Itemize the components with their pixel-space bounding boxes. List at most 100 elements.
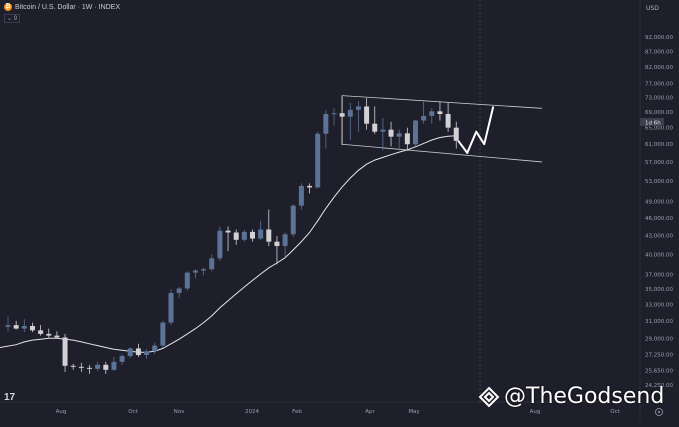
candle-body — [192, 270, 198, 273]
x-tick-label: Nov — [174, 409, 185, 415]
y-tick-label: 49,000.00 — [645, 199, 673, 205]
candle-body — [201, 269, 207, 271]
projection-line — [457, 106, 495, 154]
candle-body — [437, 111, 443, 114]
x-tick-label: May — [408, 409, 420, 415]
candle-body — [323, 113, 329, 134]
candle-body — [453, 127, 459, 141]
y-tick-label: 24,250.00 — [645, 383, 673, 389]
candle-body — [347, 109, 353, 117]
y-tick-label: 31,000.00 — [645, 319, 673, 325]
y-tick-label: 77,000.00 — [645, 81, 673, 87]
indicator-toggle[interactable]: ⌄ 9 — [4, 14, 21, 23]
candle-body — [29, 326, 35, 331]
candle-body — [70, 365, 76, 367]
candle-body — [429, 111, 435, 116]
candle-body — [355, 106, 361, 110]
y-tick-label: 61,000.00 — [645, 142, 673, 148]
currency-label: USD — [646, 5, 659, 12]
candle-body — [404, 133, 410, 145]
candle-body — [396, 133, 402, 137]
candle-body — [421, 115, 427, 121]
y-axis: 92,000.00 87,000.00 82,000.00 77,000.00 73,0… — [645, 35, 673, 389]
watermark: @TheGodsend — [478, 384, 664, 409]
candle-body — [54, 335, 60, 338]
candle-body — [388, 129, 394, 137]
y-tick-label: 53,000.00 — [645, 179, 673, 185]
candle-body — [119, 355, 125, 362]
chart-header: ₿ Bitcoin / U.S. Dollar · 1W · INDEX — [4, 3, 120, 11]
candle-body — [225, 230, 231, 233]
tradingview-logo-icon[interactable]: 17 — [4, 392, 16, 403]
y-tick-label: 43,000.00 — [645, 234, 673, 240]
settings-icon[interactable] — [655, 408, 663, 416]
chart-title: Bitcoin / U.S. Dollar · 1W · INDEX — [15, 3, 121, 11]
candle-body — [290, 205, 296, 235]
candle-body — [5, 325, 11, 327]
candle-body — [258, 229, 264, 239]
y-tick-label: 35,000.00 — [645, 287, 673, 293]
y-tick-label: 65,000.00 — [645, 126, 673, 132]
candle-body — [233, 232, 239, 240]
candles — [5, 95, 459, 374]
y-tick-label: 40,000.00 — [645, 252, 673, 258]
y-tick-label: 25,650.00 — [645, 368, 673, 374]
candle-body — [168, 292, 174, 323]
candle-body — [266, 229, 272, 242]
moving-average — [0, 135, 457, 353]
candle-body — [298, 185, 304, 206]
bitcoin-logo-icon: ₿ — [4, 3, 12, 11]
x-tick-label: Apr — [365, 409, 375, 415]
candle-body — [111, 361, 117, 370]
y-tick-label: 57,000.00 — [645, 160, 673, 166]
candle-body — [160, 322, 166, 346]
candle-body — [364, 106, 370, 124]
y-tick-label: 46,000.00 — [645, 216, 673, 222]
candle-body — [144, 351, 150, 356]
y-tick-label: 37,000.00 — [645, 273, 673, 279]
candle-body — [13, 325, 19, 329]
diamond-logo-icon — [478, 386, 500, 407]
channel-upper-line — [341, 95, 543, 109]
candle-body — [250, 231, 255, 239]
candle-body — [315, 133, 321, 188]
candle-body — [21, 326, 27, 329]
candle-body — [209, 258, 215, 270]
y-tick-label: 82,000.00 — [645, 65, 673, 71]
candle-body — [241, 231, 247, 240]
projection-path — [457, 106, 495, 154]
x-axis: Aug Oct Nov 2024 Feb Apr May Aug Oct — [56, 409, 621, 415]
indicator-count: 9 — [13, 16, 18, 22]
y-tick-label: 73,000.00 — [645, 95, 673, 101]
candle-body — [184, 272, 190, 289]
current-price-tag — [640, 118, 664, 126]
candle-body — [62, 337, 68, 366]
candle-body — [176, 288, 182, 293]
watermark-text: @TheGodsend — [504, 384, 665, 409]
y-tick-label: 29,000.00 — [645, 336, 673, 342]
candle-body — [274, 241, 280, 247]
candle-body — [135, 348, 141, 356]
candle-body — [103, 364, 109, 370]
x-tick-label: Feb — [292, 409, 302, 415]
candle-body — [380, 129, 386, 132]
candle-body — [372, 123, 378, 132]
x-tick-label: Oct — [610, 409, 620, 415]
y-tick-label: 33,000.00 — [645, 303, 673, 309]
current-price-label: 1d 6h — [645, 121, 661, 127]
candle-body — [331, 113, 337, 115]
candle-body — [95, 364, 101, 369]
y-tick-label: 92,000.00 — [645, 35, 673, 41]
moving-average-line — [0, 135, 457, 353]
y-tick-label: 27,250.00 — [645, 353, 673, 359]
chevron-down-icon: ⌄ — [7, 16, 13, 22]
x-tick-label: Oct — [128, 409, 138, 415]
candle-body — [87, 367, 92, 369]
candle-body — [38, 330, 44, 334]
candle-body — [152, 345, 158, 352]
y-tick-label: 69,000.00 — [645, 110, 673, 116]
candle-body — [339, 113, 345, 117]
